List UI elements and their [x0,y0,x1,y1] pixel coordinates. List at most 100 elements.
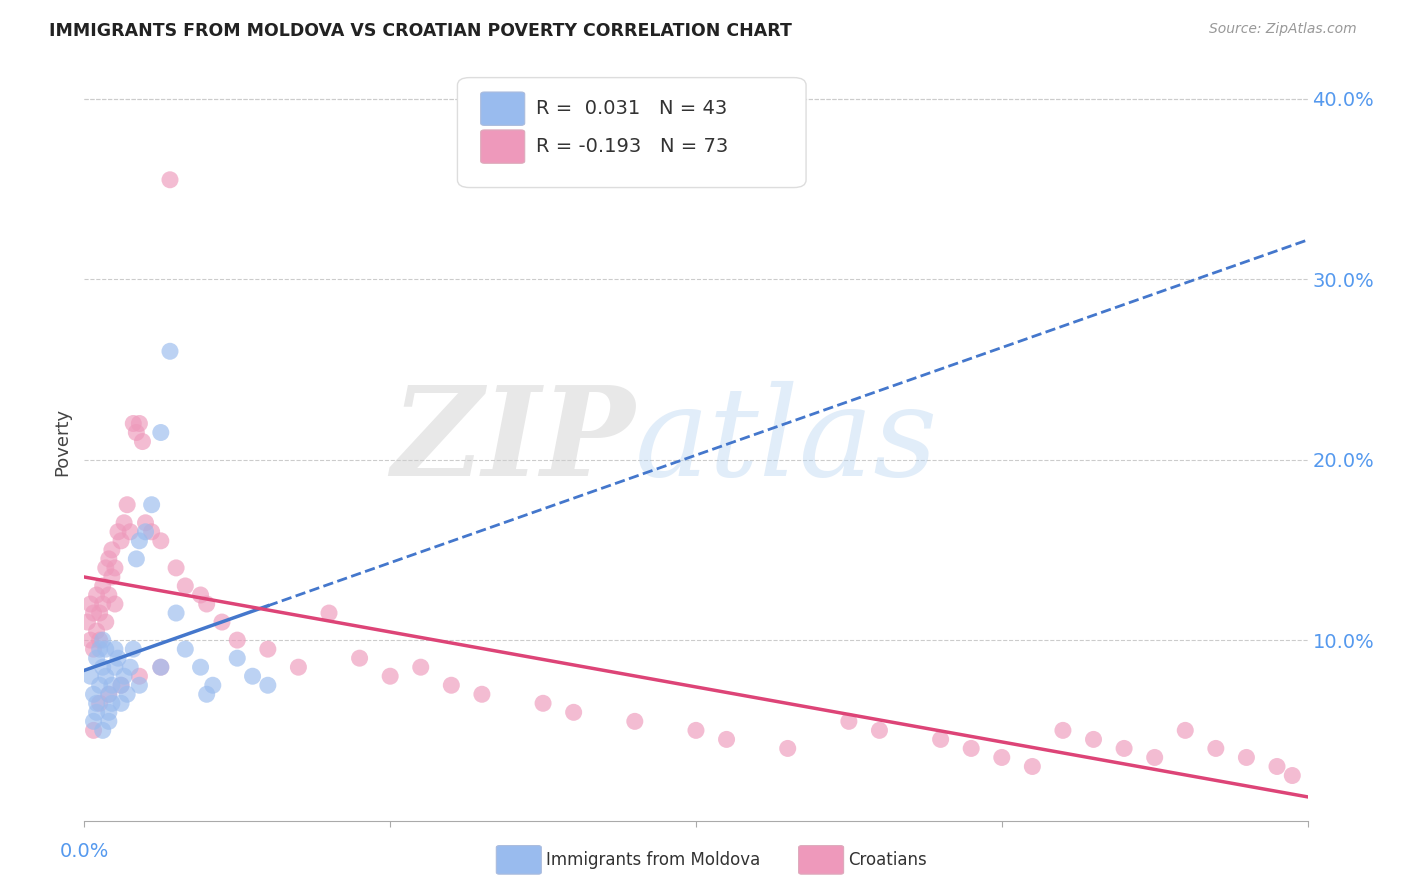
Point [174,579,197,593]
Point [159,344,181,359]
Point [83,723,105,738]
Point [89,642,111,657]
Point [1143,750,1166,764]
Point [195,687,218,701]
Point [79,597,101,611]
Point [440,678,463,692]
Point [716,732,738,747]
Point [101,678,124,692]
Point [776,741,799,756]
Point [165,561,187,575]
Point [86,651,108,665]
Point [89,696,111,710]
Point [83,714,105,729]
Point [97,706,120,720]
Point [94,615,117,629]
Point [1083,732,1105,747]
Point [112,669,135,683]
Point [83,687,105,701]
Point [624,714,647,729]
Point [101,696,124,710]
Point [190,660,212,674]
Point [128,533,150,548]
Point [115,687,138,701]
Point [97,687,120,701]
Text: R =  0.031   N = 43: R = 0.031 N = 43 [536,99,727,119]
Point [112,516,135,530]
Point [141,524,163,539]
Point [91,597,114,611]
Point [1052,723,1074,738]
Point [141,498,163,512]
Point [1174,723,1197,738]
Point [110,533,132,548]
Point [128,417,150,431]
Point [226,651,249,665]
Point [86,706,108,720]
Point [149,660,172,674]
Point [149,660,172,674]
Point [76,615,98,629]
Point [104,561,127,575]
Point [91,660,114,674]
Point [91,579,114,593]
Point [165,606,187,620]
Point [257,642,280,657]
Text: 0.0%: 0.0% [59,842,110,861]
Point [128,669,150,683]
Point [94,669,117,683]
Point [531,696,554,710]
Point [1281,768,1303,782]
Point [149,533,172,548]
Point [125,552,148,566]
Point [120,660,142,674]
Point [562,706,585,720]
Point [122,417,145,431]
Point [104,660,127,674]
Point [101,570,124,584]
Point [94,642,117,657]
Point [471,687,494,701]
Point [91,723,114,738]
Text: IMMIGRANTS FROM MOLDOVA VS CROATIAN POVERTY CORRELATION CHART: IMMIGRANTS FROM MOLDOVA VS CROATIAN POVE… [49,22,792,40]
Point [838,714,860,729]
Point [89,633,111,648]
Point [1205,741,1227,756]
Point [91,633,114,648]
Point [83,642,105,657]
FancyBboxPatch shape [481,92,524,126]
Point [110,696,132,710]
Point [991,750,1014,764]
Point [1114,741,1136,756]
Point [226,633,249,648]
Point [110,678,132,692]
Point [201,678,224,692]
Point [125,425,148,440]
Point [135,524,157,539]
Point [190,588,212,602]
Point [349,651,371,665]
Point [1236,750,1258,764]
Point [195,597,218,611]
Point [107,651,129,665]
Point [287,660,309,674]
Point [685,723,707,738]
Point [79,669,101,683]
Point [380,669,402,683]
Point [131,434,153,449]
Point [94,561,117,575]
Point [104,642,127,657]
Point [242,669,264,683]
Text: Croatians: Croatians [848,851,927,869]
Point [869,723,891,738]
Point [929,732,952,747]
Point [409,660,432,674]
FancyBboxPatch shape [457,78,806,187]
Point [1265,759,1288,773]
Text: Immigrants from Moldova: Immigrants from Moldova [546,851,759,869]
Point [79,633,101,648]
Point [115,498,138,512]
Point [86,588,108,602]
Y-axis label: Poverty: Poverty [53,408,72,475]
Point [89,606,111,620]
